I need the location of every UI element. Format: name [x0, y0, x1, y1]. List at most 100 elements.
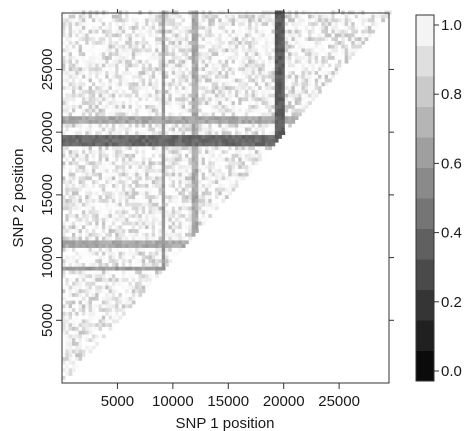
heatmap-cell	[228, 191, 232, 196]
heatmap-cell	[361, 33, 366, 38]
heatmap-cell	[71, 273, 76, 279]
heatmap-cell	[65, 130, 70, 136]
heatmap-cell	[108, 315, 113, 320]
heatmap-cell	[118, 153, 123, 158]
heatmap-cell	[68, 288, 73, 294]
heatmap-cell	[81, 66, 86, 72]
heatmap-cell	[244, 48, 249, 53]
heatmap-cell	[108, 213, 113, 218]
heatmap-cell	[98, 296, 103, 301]
heatmap-cell	[151, 213, 156, 218]
heatmap-cell	[62, 255, 66, 260]
heatmap-cell	[138, 36, 143, 41]
heatmap-cell	[141, 206, 146, 211]
heatmap-cell	[171, 138, 176, 143]
heatmap-cell	[254, 18, 259, 23]
heatmap-cell	[301, 21, 306, 26]
heatmap-cell	[168, 25, 173, 30]
heatmap-cell	[118, 78, 123, 83]
heatmap-cell	[68, 14, 73, 19]
heatmap-cell	[75, 18, 80, 23]
heatmap-cell	[218, 18, 223, 23]
heatmap-cell	[354, 14, 359, 19]
heatmap-cell	[278, 123, 282, 128]
heatmap-cell	[241, 134, 246, 139]
heatmap-cell	[211, 66, 216, 72]
heatmap-cell	[98, 209, 103, 215]
heatmap-cell	[88, 55, 93, 60]
heatmap-cell	[118, 138, 123, 143]
heatmap-cell	[161, 123, 166, 128]
heatmap-cell	[111, 21, 116, 26]
heatmap-cell	[204, 145, 209, 151]
heatmap-cell	[284, 44, 289, 49]
heatmap-cell	[214, 104, 219, 109]
heatmap-cell	[128, 104, 133, 109]
heatmap-cell	[128, 142, 133, 147]
heatmap-cell	[118, 149, 123, 154]
heatmap-cell	[218, 48, 223, 53]
heatmap-cell	[108, 161, 113, 166]
heatmap-cell	[68, 285, 73, 290]
heatmap-cell	[211, 108, 216, 113]
heatmap-cell	[171, 29, 176, 34]
heatmap-cell	[111, 251, 116, 256]
heatmap-cell	[98, 303, 103, 309]
heatmap-cell	[175, 138, 179, 143]
heatmap-cell	[88, 63, 93, 68]
heatmap-cell	[68, 172, 73, 177]
heatmap-cell	[234, 25, 239, 30]
heatmap-cell	[62, 307, 66, 312]
heatmap-cell	[204, 59, 209, 64]
heatmap-cell	[161, 228, 166, 233]
heatmap-cell	[198, 97, 203, 102]
heatmap-cell	[171, 44, 176, 49]
heatmap-cell	[121, 217, 126, 222]
heatmap-cell	[211, 127, 216, 132]
heatmap-cell	[294, 85, 299, 90]
heatmap-cell	[175, 134, 179, 139]
heatmap-cell	[338, 63, 342, 68]
heatmap-cell	[171, 18, 176, 23]
heatmap-cell	[181, 198, 186, 203]
heatmap-cell	[105, 217, 109, 222]
heatmap-cell	[271, 81, 276, 87]
heatmap-cell	[151, 183, 156, 188]
heatmap-cell	[204, 161, 209, 166]
heatmap-cell	[175, 198, 179, 203]
heatmap-cell	[78, 81, 83, 87]
colorbar-swatch	[416, 76, 434, 107]
heatmap-cell	[311, 33, 316, 38]
heatmap-cell	[334, 51, 339, 57]
heatmap-cell	[105, 112, 109, 117]
heatmap-cell	[75, 115, 80, 121]
heatmap-cell	[185, 183, 189, 188]
heatmap-cell	[145, 134, 149, 139]
heatmap-cell	[278, 18, 282, 23]
heatmap-cell	[211, 138, 216, 143]
heatmap-cell	[221, 179, 226, 184]
heatmap-cell	[175, 240, 179, 245]
heatmap-cell	[145, 224, 149, 230]
heatmap-cell	[224, 21, 229, 26]
heatmap-cell	[118, 104, 123, 109]
heatmap-cell	[121, 191, 126, 196]
heatmap-cell	[228, 176, 232, 181]
heatmap-cell	[175, 123, 179, 128]
heatmap-cell	[148, 70, 153, 75]
heatmap-cell	[228, 187, 232, 192]
heatmap-cell	[118, 33, 123, 38]
heatmap-cell	[228, 115, 232, 121]
heatmap-cell	[101, 100, 106, 105]
heatmap-cell	[311, 18, 316, 23]
heatmap-cell	[118, 130, 123, 136]
heatmap-cell	[281, 127, 286, 132]
heatmap-cell	[308, 81, 312, 87]
heatmap-cell	[165, 224, 169, 230]
heatmap-cell	[221, 85, 226, 90]
heatmap-cell	[138, 262, 143, 267]
heatmap-cell	[81, 217, 86, 222]
heatmap-cell	[98, 311, 103, 316]
heatmap-cell	[224, 112, 229, 117]
heatmap-cell	[188, 149, 193, 154]
